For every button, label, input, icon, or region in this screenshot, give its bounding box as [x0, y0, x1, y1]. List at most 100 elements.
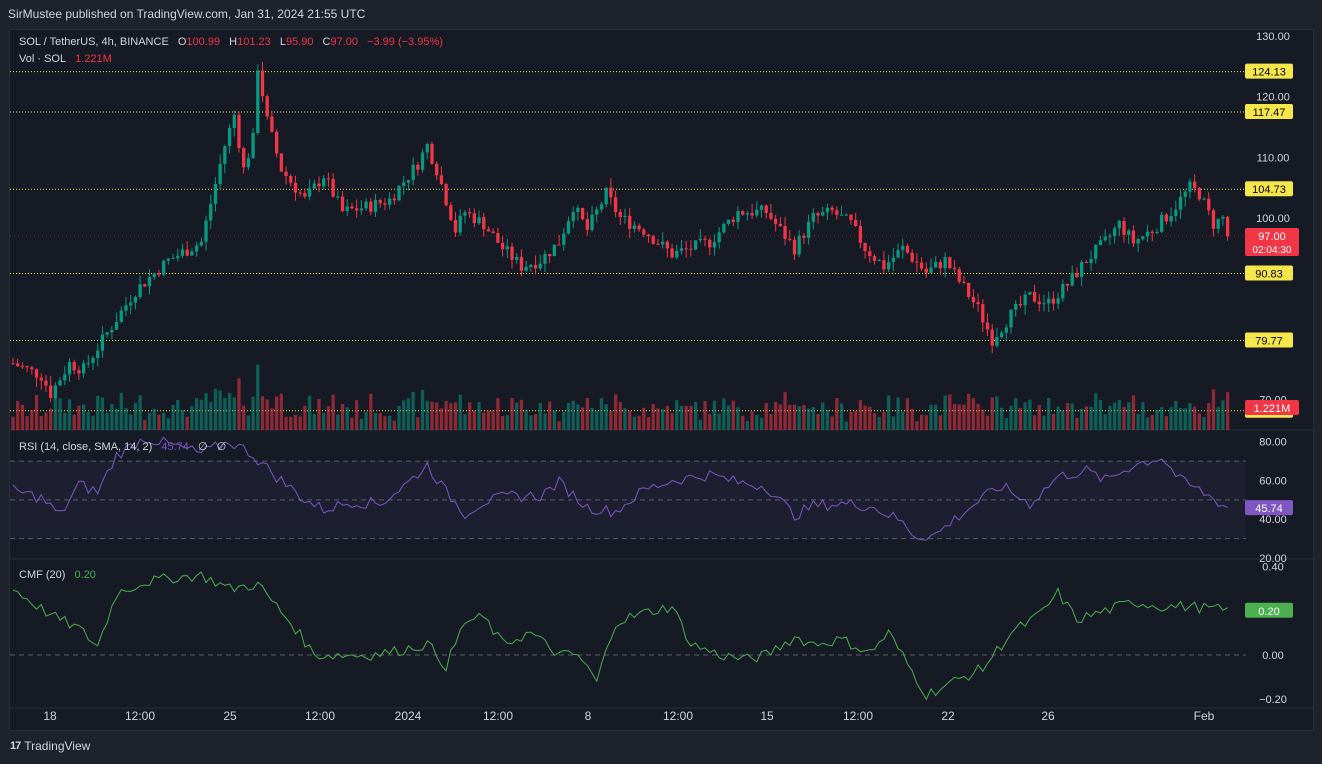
candle-body — [397, 185, 401, 201]
candle-body — [571, 212, 575, 222]
candle-body — [86, 362, 90, 364]
volume-bar — [72, 414, 76, 430]
candle-body — [854, 220, 858, 227]
candle-body — [345, 206, 349, 212]
volume-bar — [764, 403, 768, 430]
candle-body — [402, 182, 406, 186]
volume-bar — [736, 407, 740, 430]
volume-bar — [590, 408, 594, 430]
candle-body — [533, 264, 538, 269]
candle-body — [293, 182, 298, 193]
volume-bar — [392, 420, 396, 430]
level-price-tag — [1245, 104, 1293, 119]
candle-body — [802, 235, 806, 238]
volume-bar — [1065, 402, 1070, 430]
volume-bar — [684, 405, 688, 430]
volume-bar — [1075, 417, 1079, 430]
candle-body — [1009, 309, 1013, 328]
candle-body — [985, 322, 990, 330]
price-axis[interactable]: 130.00120.00110.00100.0070.00124.13117.4… — [1245, 31, 1299, 706]
volume-bar — [642, 407, 646, 430]
volume-bar — [665, 405, 670, 430]
cmf-value-label: 0.20 — [1258, 606, 1279, 618]
volume-bar — [844, 421, 848, 430]
candle-body — [661, 241, 665, 245]
candle-body — [1174, 209, 1178, 216]
volume-bar — [1112, 402, 1117, 430]
volume-bar — [882, 412, 886, 430]
candle-body — [1108, 235, 1112, 237]
candle-body — [1047, 298, 1051, 304]
tradingview-logo[interactable]: 17 TradingView — [10, 739, 90, 753]
volume-bar — [293, 414, 298, 430]
candle-body — [1014, 303, 1018, 310]
candle-body — [30, 367, 34, 370]
volume-bar — [585, 397, 589, 430]
candle-body — [901, 245, 905, 250]
volume-bar — [769, 413, 773, 430]
cmf-pane — [10, 571, 1246, 701]
volume-bar — [458, 394, 462, 430]
price-tick-label: 120.00 — [1256, 92, 1290, 104]
symbol-legend[interactable]: SOL / TetherUS, 4h, BINANCE O100.99 H101… — [19, 36, 449, 48]
volume-bar — [533, 414, 538, 430]
time-axis[interactable]: 18 12:00 25 12:00 2024 12:00 8 12:00 15 12:00 22 26… — [43, 709, 1214, 723]
volume-bar — [623, 408, 627, 430]
candle-body — [1207, 198, 1211, 211]
rsi-legend[interactable]: RSI (14, close, SMA, 14, 2) 45.74 ∅ ∅ — [19, 440, 232, 453]
volume-bar — [199, 399, 203, 430]
volume-bar — [599, 398, 604, 430]
volume-bar — [595, 411, 599, 430]
candle-body — [157, 273, 161, 275]
candle-body — [919, 262, 924, 269]
rsi-value-tag — [1245, 500, 1293, 516]
candle-body — [948, 257, 952, 269]
candle-body — [995, 337, 999, 346]
candle-body — [114, 321, 119, 330]
volume-bar — [976, 403, 980, 430]
low-value: 95.90 — [285, 36, 314, 48]
volume-bar — [778, 404, 783, 430]
candle-body — [1037, 301, 1041, 305]
candle-body — [194, 245, 199, 252]
candle-body — [143, 284, 147, 287]
candle-body — [458, 215, 462, 233]
volume-bar — [557, 421, 561, 430]
volume-legend[interactable]: Vol · SOL 1.221M — [19, 53, 118, 65]
volume-bar — [613, 394, 618, 430]
open-value: 100.99 — [186, 36, 221, 48]
candle-body — [943, 257, 947, 269]
volume-bar — [152, 408, 156, 430]
candle-body — [576, 207, 580, 213]
candle-body — [628, 215, 632, 229]
chart-canvas[interactable]: 130.00120.00110.00100.0070.00124.13117.4… — [10, 30, 1313, 730]
volume-bar — [340, 403, 345, 430]
volume-bar — [712, 400, 717, 430]
rsi-line — [12, 436, 1228, 541]
candle-body — [510, 246, 514, 260]
candle-body — [1136, 239, 1140, 244]
candle-body — [981, 304, 985, 323]
volume-bar — [773, 401, 778, 430]
candle-body — [110, 329, 114, 333]
volume-bar — [886, 395, 891, 430]
chart-frame[interactable]: 130.00120.00110.00100.0070.00124.13117.4… — [9, 29, 1314, 731]
volume-label: Vol · SOL — [19, 53, 67, 65]
cmf-legend[interactable]: CMF (20) 0.20 — [19, 569, 102, 581]
candle-body — [585, 219, 589, 230]
candle-body — [185, 249, 189, 256]
volume-bar — [919, 414, 924, 430]
volume-bar — [143, 420, 147, 430]
rsi-tick-label: 40.00 — [1259, 514, 1287, 526]
candle-body — [1197, 187, 1201, 200]
volume-bar — [957, 404, 961, 430]
level-price-label: 79.77 — [1255, 335, 1283, 347]
volume-bar — [929, 404, 933, 430]
volume-bar — [995, 396, 999, 430]
volume-bar — [1150, 415, 1154, 430]
volume-bar — [81, 404, 86, 430]
candle-body — [646, 234, 651, 237]
candle-body — [811, 213, 815, 222]
candle-body — [496, 233, 500, 243]
candle-body — [477, 217, 481, 224]
